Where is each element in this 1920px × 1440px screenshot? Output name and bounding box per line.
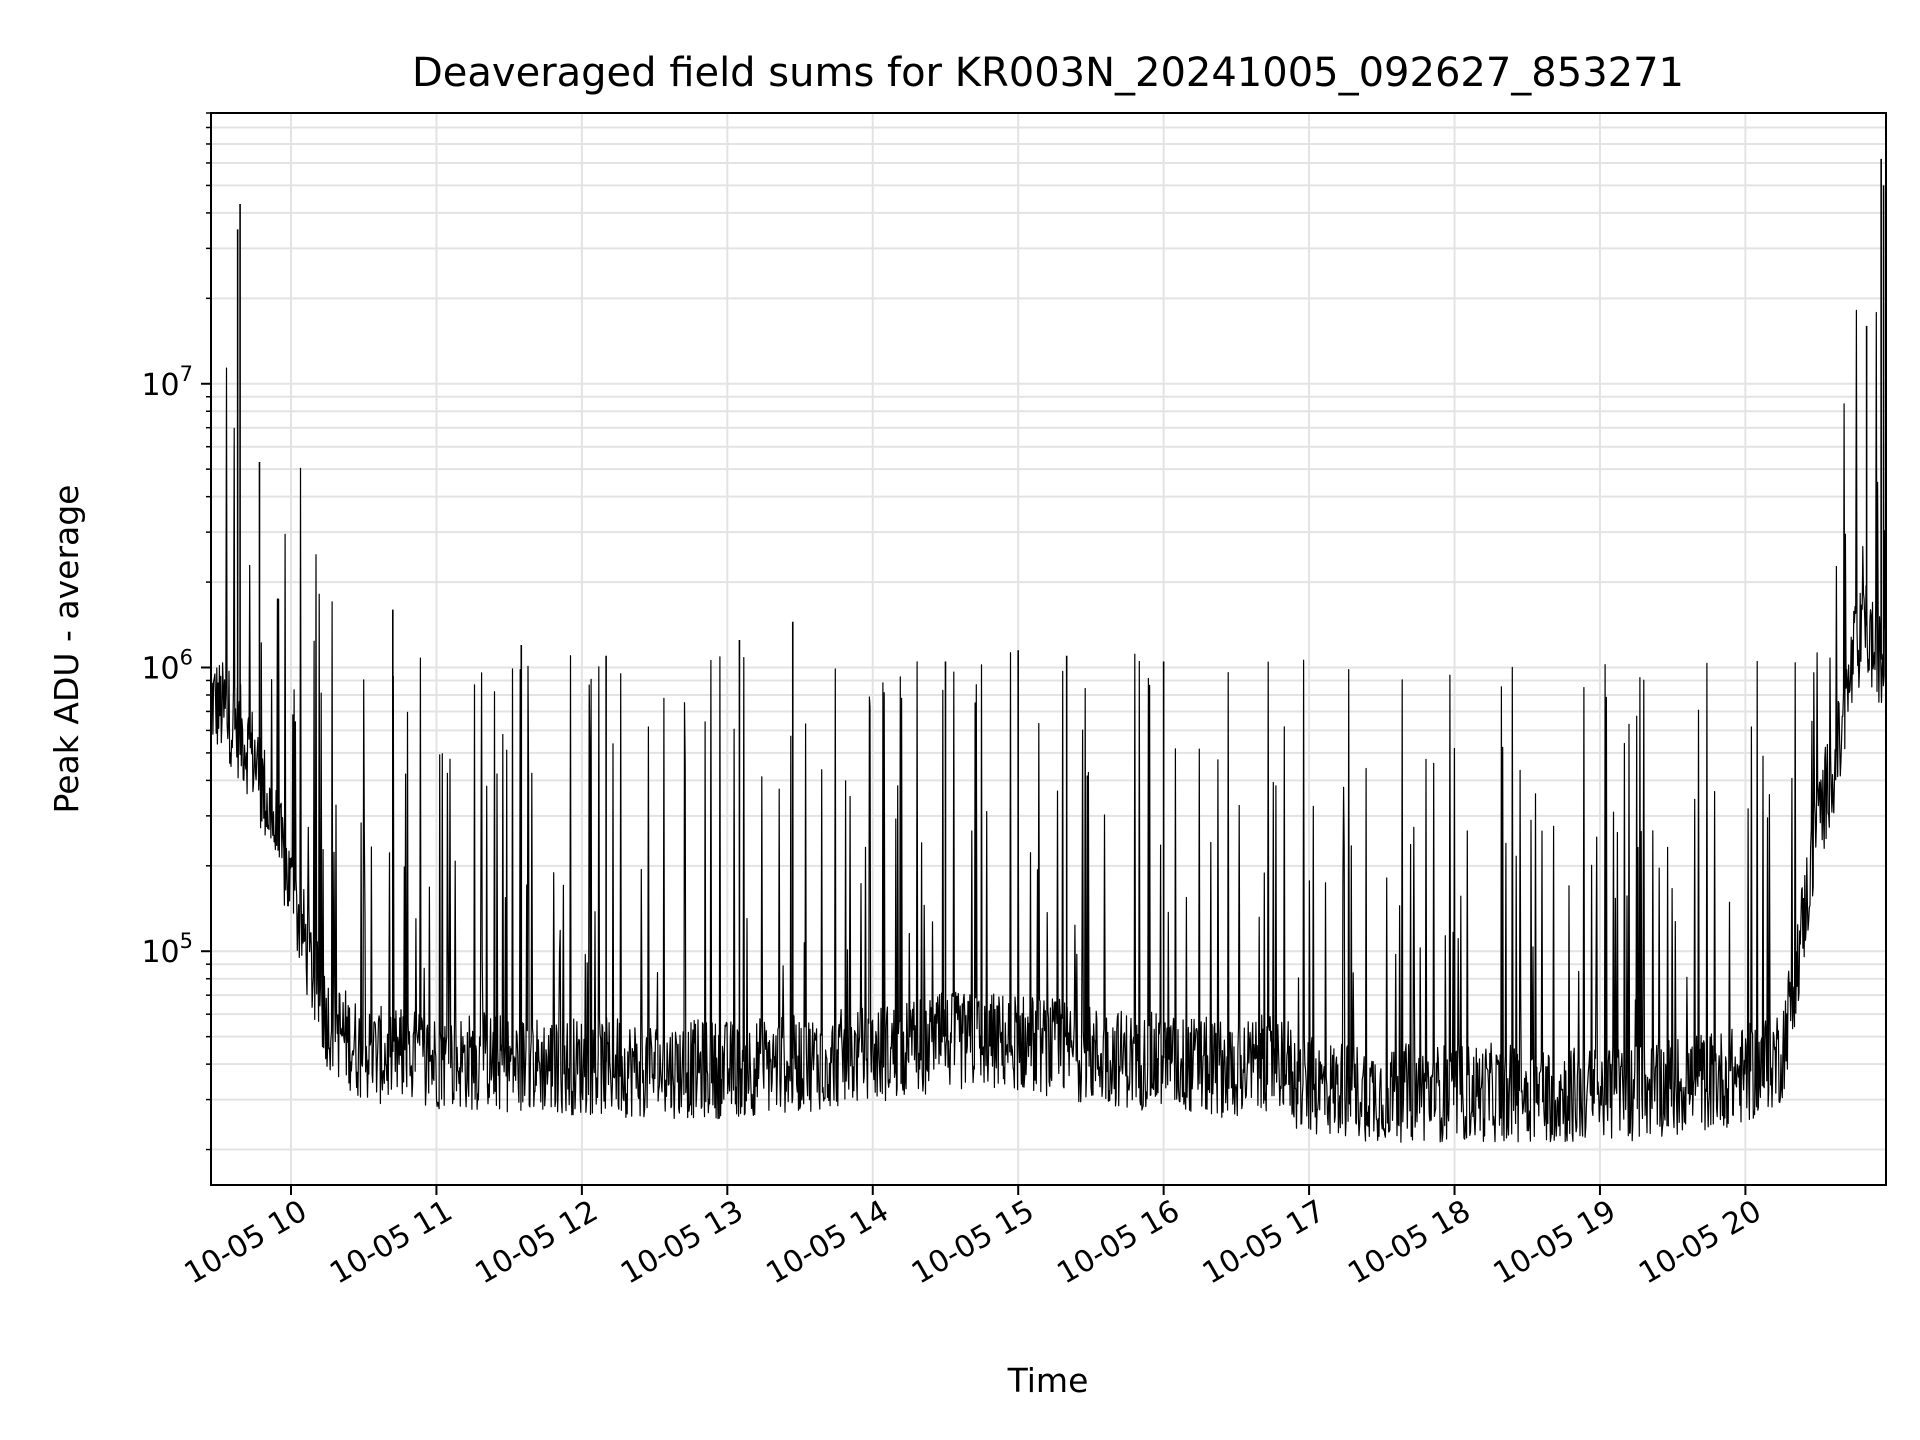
data-series bbox=[210, 158, 1887, 1143]
y-axis: 105 106 107 bbox=[141, 112, 211, 1151]
x-axis-label: Time bbox=[1007, 1361, 1089, 1400]
y-axis-label: Peak ADU - average bbox=[47, 485, 86, 814]
y-tick-label: 107 bbox=[141, 362, 193, 403]
plot-frame bbox=[210, 112, 1887, 1186]
y-tick-label: 105 bbox=[141, 929, 193, 970]
series-line bbox=[210, 309, 1887, 1143]
chart-title: Deaveraged field sums for KR003N_2024100… bbox=[412, 50, 1684, 96]
y-tick-label: 106 bbox=[141, 645, 193, 686]
